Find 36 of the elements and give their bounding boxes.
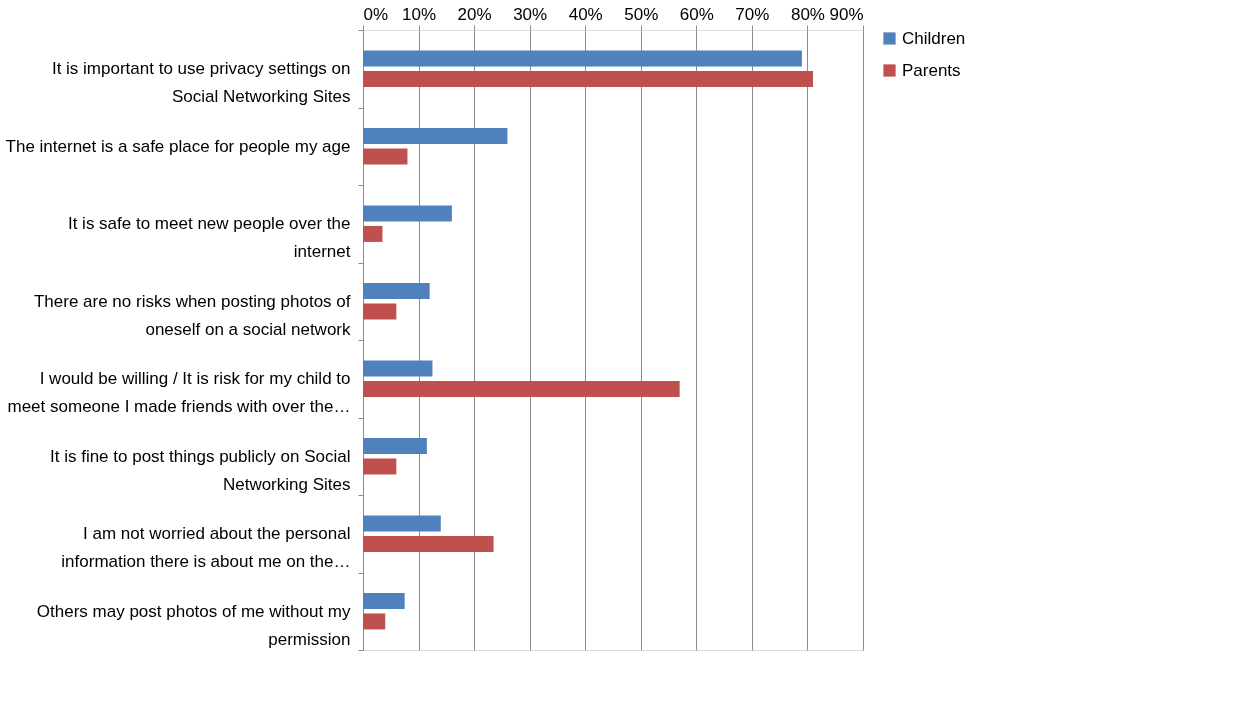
bar [363,360,433,377]
bar [363,438,427,455]
y-tick-label: Others may post photos of me without my permission [36,601,351,649]
x-tick-label: 70% [735,4,770,24]
x-tick-label: 20% [457,4,492,24]
bar [363,515,441,532]
y-tick-label: The internet is a safe place for people my age [5,136,351,156]
x-tick-label: 10% [402,4,437,24]
bar [363,303,397,320]
legend-label: Children [902,28,966,48]
legend-label: Parents [902,60,961,80]
y-tick-label: I would be willing / It is risk for my child to meet someone I made friends with over the… [7,369,351,417]
bar [363,50,802,67]
bar [363,70,813,87]
y-tick-label: It is fine to post things publicly on Social Networking Sites [50,446,351,494]
y-tick-label: It is important to use privacy settings on Social Networking Sites [51,59,351,107]
x-tick-label: 60% [679,4,714,24]
y-tick-label: I am not worried about the personal information there is about me on the… [61,524,351,572]
x-tick-label: 0% [363,4,389,24]
bar [363,225,383,242]
bar [363,205,452,222]
bar [363,593,405,610]
x-tick-label: 80% [790,4,825,24]
bar [363,128,508,145]
bar [363,535,494,552]
bar [363,458,397,475]
x-tick-label: 40% [568,4,603,24]
x-tick-label: 90% [829,4,864,24]
bar [363,148,408,165]
bar [363,380,680,397]
bar [363,283,430,300]
x-tick-label: 30% [513,4,548,24]
x-tick-label: 50% [624,4,659,24]
y-tick-label: It is safe to meet new people over the internet [67,214,351,262]
y-tick-label: There are no risks when posting photos of oneself on a social network [33,291,351,339]
bar [363,613,386,630]
